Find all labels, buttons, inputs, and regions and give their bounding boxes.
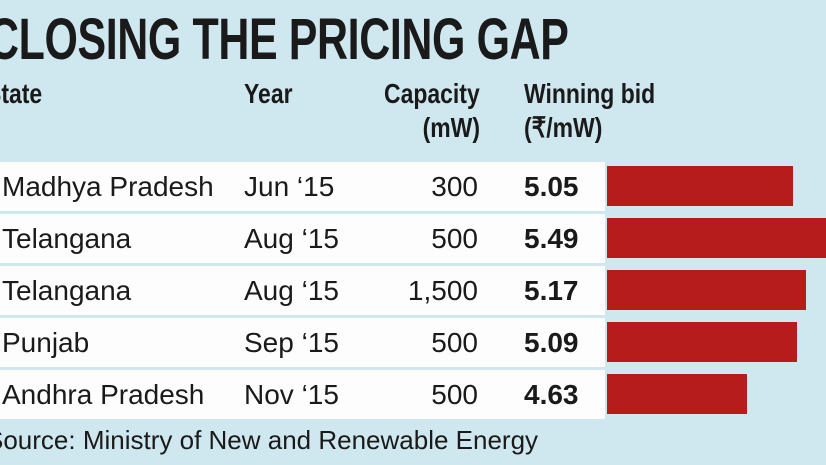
table-row: Telangana Aug ‘15 500 5.49 xyxy=(0,214,605,263)
cell-state: Andhra Pradesh xyxy=(2,379,205,410)
table-row: Telangana Aug ‘15 1,500 5.17 xyxy=(0,266,605,315)
cell-capacity: 300 xyxy=(431,171,478,202)
cell-state: Telangana xyxy=(2,223,132,254)
header-year: Year xyxy=(244,78,293,109)
cell-capacity: 500 xyxy=(431,327,478,358)
table-row: Andhra Pradesh Nov ‘15 500 4.63 xyxy=(0,370,605,419)
header-capacity: Capacity xyxy=(384,78,480,109)
bar-winning-bid xyxy=(607,166,793,206)
cell-state: Telangana xyxy=(2,275,132,306)
source-note: Source: Ministry of New and Renewable En… xyxy=(0,425,539,455)
cell-bid: 5.05 xyxy=(524,171,579,202)
cell-state: Madhya Pradesh xyxy=(2,171,214,202)
cell-bid: 5.17 xyxy=(524,275,579,306)
cell-year: Nov ‘15 xyxy=(244,379,339,410)
bar-winning-bid xyxy=(607,322,798,362)
cell-year: Aug ‘15 xyxy=(244,275,339,306)
cell-capacity: 500 xyxy=(431,379,478,410)
cell-year: Jun ‘15 xyxy=(244,171,335,202)
table-row: Punjab Sep ‘15 500 5.09 xyxy=(0,318,605,367)
cell-year: Sep ‘15 xyxy=(244,327,339,358)
header-bid: Winning bid xyxy=(524,78,656,109)
cell-year: Aug ‘15 xyxy=(244,223,339,254)
bar-winning-bid xyxy=(607,218,826,258)
header-bid-unit: (₹/mW) xyxy=(524,112,603,143)
cell-capacity: 500 xyxy=(431,223,478,254)
table-row: Madhya Pradesh Jun ‘15 300 5.05 xyxy=(0,162,605,211)
cell-state: Punjab xyxy=(2,327,90,358)
bar-winning-bid xyxy=(607,374,748,414)
cell-bid: 4.63 xyxy=(524,379,579,410)
cell-bid: 5.09 xyxy=(524,327,579,358)
cell-bid: 5.49 xyxy=(524,223,579,254)
header-state: State xyxy=(0,78,43,109)
chart-title: CLOSING THE PRICING GAP xyxy=(0,7,569,72)
header-capacity-unit: (mW) xyxy=(422,112,480,143)
cell-capacity: 1,500 xyxy=(407,275,478,306)
bar-winning-bid xyxy=(607,270,806,310)
